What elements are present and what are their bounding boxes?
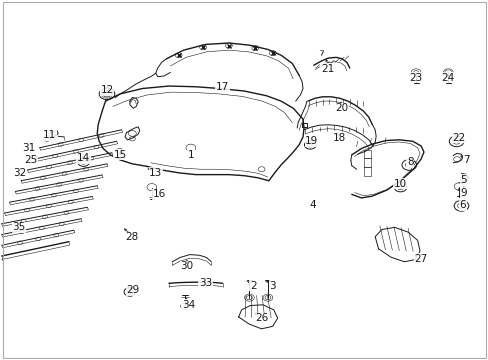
Text: 35: 35 [13, 222, 26, 232]
Text: 9: 9 [460, 188, 466, 198]
Text: 2: 2 [249, 281, 256, 291]
Text: 30: 30 [180, 261, 193, 271]
Text: 13: 13 [149, 168, 162, 178]
Text: 29: 29 [126, 285, 140, 296]
Text: 11: 11 [43, 130, 56, 140]
Text: 33: 33 [199, 278, 212, 288]
Text: 14: 14 [77, 153, 90, 163]
Text: 23: 23 [408, 73, 422, 83]
Text: 3: 3 [269, 281, 276, 291]
Text: 22: 22 [451, 133, 465, 143]
Text: 16: 16 [152, 189, 165, 199]
Text: 7: 7 [462, 155, 468, 165]
Text: 20: 20 [335, 103, 348, 113]
Text: 5: 5 [460, 175, 466, 185]
Text: 25: 25 [24, 155, 38, 165]
Text: 15: 15 [113, 150, 126, 160]
Text: 26: 26 [254, 313, 267, 323]
Text: 8: 8 [406, 157, 413, 167]
Text: 24: 24 [441, 73, 454, 83]
Text: 17: 17 [216, 82, 229, 92]
Text: 27: 27 [413, 254, 427, 264]
Text: 18: 18 [332, 133, 346, 143]
Text: 34: 34 [182, 300, 195, 310]
Text: 4: 4 [309, 200, 315, 210]
Text: 10: 10 [393, 179, 407, 189]
Text: 1: 1 [187, 150, 194, 160]
Text: 32: 32 [14, 168, 27, 178]
Text: 12: 12 [100, 85, 113, 95]
Text: 28: 28 [125, 232, 139, 242]
Text: 31: 31 [22, 143, 36, 153]
Text: 19: 19 [305, 136, 318, 146]
Text: 6: 6 [459, 200, 466, 210]
Text: 21: 21 [320, 64, 333, 74]
